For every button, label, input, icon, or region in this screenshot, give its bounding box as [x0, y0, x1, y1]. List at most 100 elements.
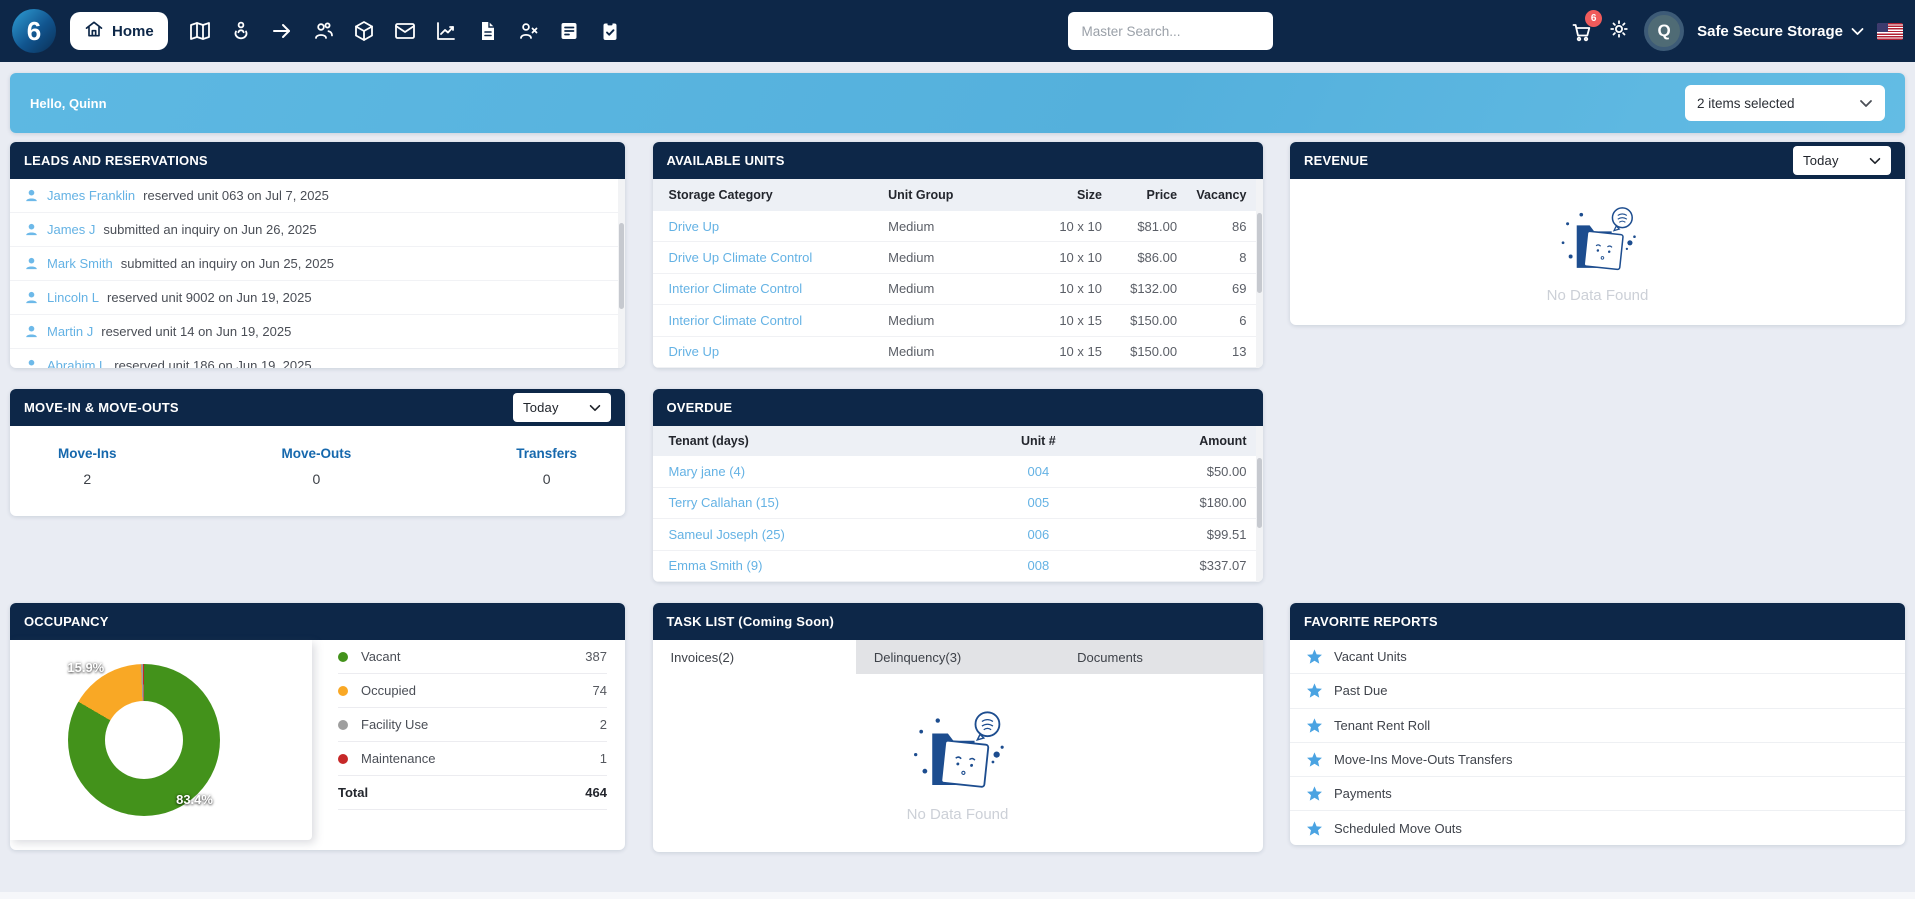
master-search-input[interactable] [1067, 12, 1273, 50]
table-row: Mary jane (4) 004 $50.00 [652, 456, 1263, 488]
available-units-title: AVAILABLE UNITS [666, 153, 785, 168]
list-item[interactable]: James J submitted an inquiry on Jun 26, … [10, 213, 625, 247]
cube-icon[interactable] [352, 19, 376, 43]
unit-price: $150.00 [1130, 312, 1178, 328]
tab-documents[interactable]: Documents [1077, 649, 1143, 665]
no-data-folder-icon [1561, 206, 1636, 270]
unit-link[interactable]: 008 [1027, 558, 1050, 574]
tenant-link[interactable]: Emma Smith (9) [668, 558, 763, 574]
total-label: Total [338, 785, 369, 800]
move-outs-stat: Move-Outs 0 [281, 446, 351, 487]
unit-vacancy: 13 [1231, 344, 1247, 360]
lead-text: submitted an inquiry on Jun 26, 2025 [103, 222, 317, 237]
lead-name-link[interactable]: Abrahim L [47, 358, 107, 368]
unit-group: Medium [888, 281, 935, 297]
favorite-reports-title: FAVORITE REPORTS [1304, 614, 1438, 629]
report-link[interactable]: Move-Ins Move-Outs Transfers [1334, 752, 1513, 768]
storage-category-link[interactable]: Drive Up [668, 344, 720, 360]
envelope-icon[interactable] [393, 19, 417, 43]
list-item[interactable]: Tenant Rent Roll [1290, 709, 1905, 743]
list-item[interactable]: Martin J reserved unit 14 on Jun 19, 202… [10, 315, 625, 349]
tab-invoices[interactable]: Invoices(2) [652, 640, 856, 674]
total-value: 464 [585, 785, 607, 800]
document-icon[interactable] [475, 19, 499, 43]
report-link[interactable]: Payments [1334, 786, 1392, 802]
gear-icon[interactable] [1607, 17, 1631, 46]
line-chart-icon[interactable] [434, 19, 458, 43]
list-item[interactable]: Move-Ins Move-Outs Transfers [1290, 743, 1905, 778]
list-item[interactable]: Scheduled Move Outs [1290, 811, 1905, 845]
report-link[interactable]: Vacant Units [1334, 649, 1407, 665]
user-remove-icon[interactable] [516, 19, 540, 43]
tenant-link[interactable]: Terry Callahan (15) [668, 495, 780, 511]
person-location-icon[interactable] [229, 19, 253, 43]
legend-dot [338, 651, 348, 662]
map-icon[interactable] [188, 19, 212, 43]
storage-category-link[interactable]: Interior Climate Control [668, 312, 803, 328]
unit-size: 10 x 10 [1059, 218, 1102, 234]
task-list-card: TASK LIST (Coming Soon) Invoices(2) Deli… [652, 603, 1263, 852]
home-icon [84, 19, 104, 43]
tab-delinquency[interactable]: Delinquency(3) [873, 649, 962, 665]
table-row: Drive Up Climate Control Medium 10 x 10 … [652, 242, 1263, 274]
avatar[interactable]: Q [1644, 11, 1685, 51]
column-header: Amount [1199, 434, 1247, 448]
unit-link[interactable]: 006 [1027, 526, 1050, 542]
lead-name-link[interactable]: Mark Smith [47, 256, 113, 271]
top-navbar: 6 Home 6 Q Safe Secure Storage [0, 0, 1915, 62]
facility-selector[interactable]: 2 items selected [1685, 85, 1885, 121]
home-button[interactable]: Home [70, 12, 168, 50]
unit-group: Medium [888, 250, 935, 266]
overdue-card-title: OVERDUE [666, 400, 733, 415]
cart-button[interactable]: 6 [1570, 9, 1603, 49]
app-logo[interactable]: 6 [12, 9, 56, 53]
unit-vacancy: 86 [1231, 218, 1247, 234]
lead-text: reserved unit 063 on Jul 7, 2025 [143, 188, 329, 203]
cart-badge: 6 [1585, 9, 1603, 27]
move-outs-label[interactable]: Move-Outs [281, 446, 352, 461]
unit-link[interactable]: 005 [1027, 495, 1050, 511]
task-list-title: TASK LIST (Coming Soon) [666, 614, 835, 629]
list-item[interactable]: Abrahim L reserved unit 186 on Jun 19, 2… [10, 349, 625, 368]
list-icon[interactable] [557, 19, 581, 43]
revenue-period-select[interactable]: Today [1793, 146, 1891, 175]
task-empty-state: No Data Found [653, 674, 1263, 852]
lead-name-link[interactable]: James J [47, 222, 96, 237]
people-icon[interactable] [311, 19, 335, 43]
list-item[interactable]: Mark Smith submitted an inquiry on Jun 2… [10, 247, 625, 281]
home-button-label: Home [112, 22, 154, 40]
scrollbar[interactable] [1255, 179, 1263, 368]
us-flag-icon[interactable] [1877, 22, 1903, 40]
arrow-right-icon[interactable] [270, 19, 294, 43]
account-menu[interactable]: Safe Secure Storage [1697, 23, 1864, 40]
transfers-label[interactable]: Transfers [516, 446, 577, 461]
storage-category-link[interactable]: Interior Climate Control [668, 281, 803, 297]
report-link[interactable]: Scheduled Move Outs [1334, 820, 1462, 836]
overdue-amount: $180.00 [1199, 495, 1247, 511]
unit-link[interactable]: 004 [1027, 463, 1050, 479]
star-icon [1307, 718, 1322, 733]
clipboard-check-icon[interactable] [598, 19, 622, 43]
dashboard-grid: LEADS AND RESERVATIONS James Franklin re… [0, 142, 1915, 853]
scrollbar[interactable] [1255, 426, 1263, 582]
list-item[interactable]: Payments [1290, 777, 1905, 812]
move-period-select[interactable]: Today [513, 393, 611, 422]
report-link[interactable]: Tenant Rent Roll [1334, 717, 1431, 733]
tenant-link[interactable]: Sameul Joseph (25) [668, 526, 785, 542]
report-link[interactable]: Past Due [1334, 683, 1388, 699]
available-units-card: AVAILABLE UNITS Storage Category Unit Gr… [652, 142, 1263, 368]
lead-name-link[interactable]: Lincoln L [47, 290, 100, 305]
tenant-link[interactable]: Mary jane (4) [668, 463, 746, 479]
lead-name-link[interactable]: James Franklin [47, 188, 136, 203]
list-item[interactable]: Vacant Units [1290, 640, 1905, 675]
lead-text: reserved unit 9002 on Jun 19, 2025 [107, 290, 312, 305]
list-item[interactable]: Past Due [1290, 674, 1905, 709]
list-item[interactable]: James Franklin reserved unit 063 on Jul … [10, 179, 625, 213]
scrollbar[interactable] [618, 179, 625, 368]
list-item[interactable]: Lincoln L reserved unit 9002 on Jun 19, … [10, 281, 625, 315]
storage-category-link[interactable]: Drive Up [668, 218, 720, 234]
lead-text: submitted an inquiry on Jun 25, 2025 [120, 256, 334, 271]
lead-name-link[interactable]: Martin J [47, 324, 94, 339]
move-ins-label[interactable]: Move-Ins [58, 446, 117, 461]
storage-category-link[interactable]: Drive Up Climate Control [668, 250, 813, 266]
